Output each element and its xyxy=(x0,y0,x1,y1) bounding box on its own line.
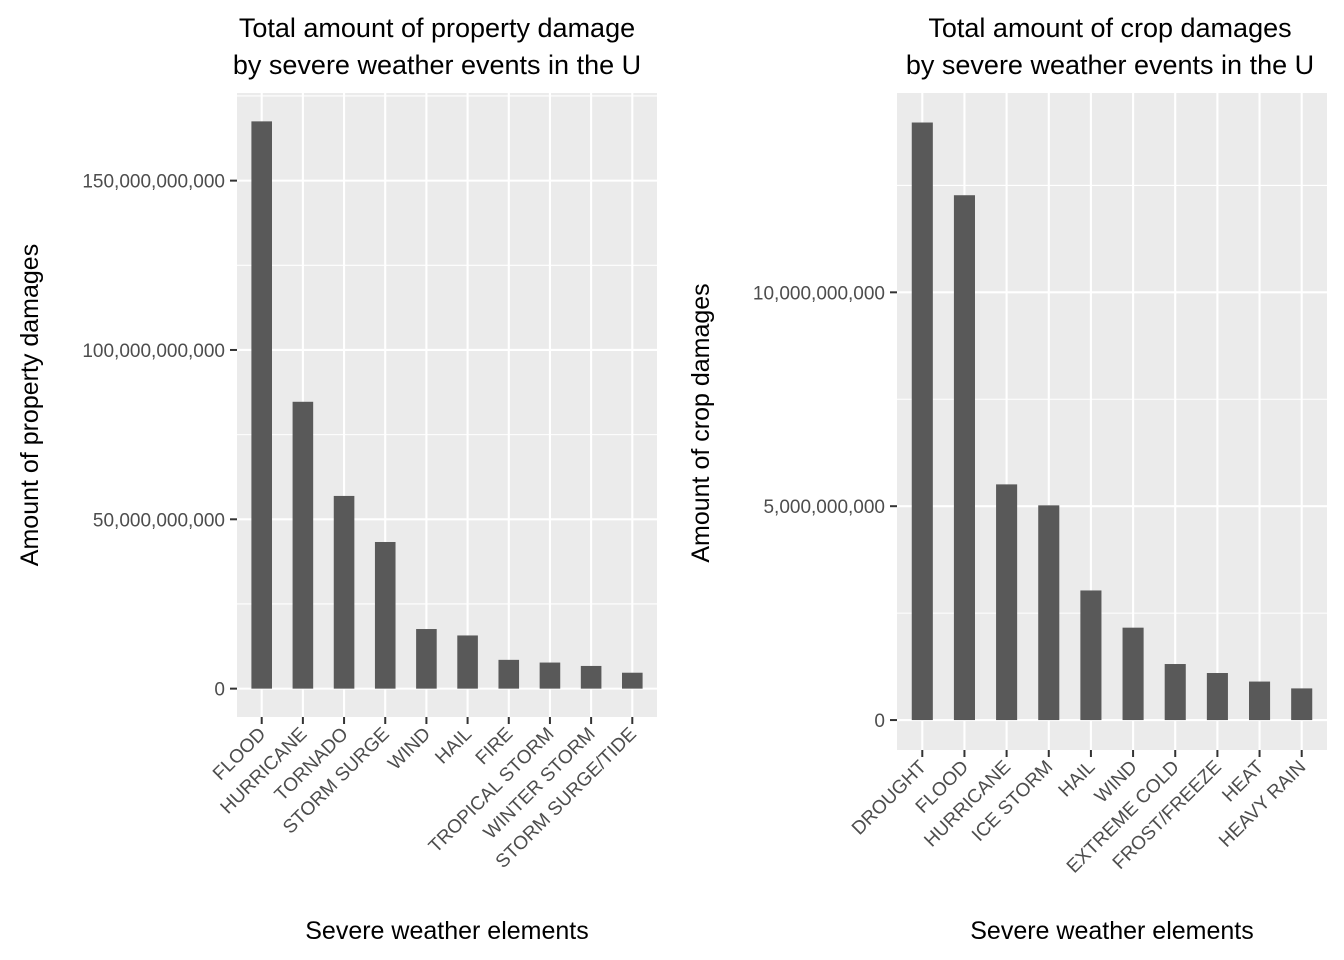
property-damage-chart: Total amount of property damage by sever… xyxy=(16,13,657,945)
crop-bar-extreme-cold xyxy=(1164,664,1186,721)
crop-chart-title-line-2: by severe weather events in the U xyxy=(906,50,1314,80)
crop-bar-heat xyxy=(1249,681,1271,721)
crop-y-tick-label: 5,000,000,000 xyxy=(763,497,885,518)
crop-bar-flood xyxy=(953,195,975,721)
crop-bar-heavy-rain xyxy=(1291,688,1313,721)
property-bar-flood xyxy=(251,121,272,689)
property-bar-storm-surge xyxy=(374,541,396,689)
property-bar-tropical-storm xyxy=(539,662,561,689)
property-x-axis-title: Severe weather elements xyxy=(305,917,588,945)
property-x-tick-label: HAIL xyxy=(431,724,476,769)
crop-bar-hail xyxy=(1080,590,1102,721)
property-bar-winter-storm xyxy=(580,665,602,689)
crop-bar-ice-storm xyxy=(1038,505,1060,721)
property-bars xyxy=(251,121,643,689)
crop-bars xyxy=(911,122,1313,721)
crop-damage-chart: Total amount of crop damages by severe w… xyxy=(687,13,1327,945)
crop-y-tick-label: 10,000,000,000 xyxy=(753,283,885,304)
crop-x-axis-title: Severe weather elements xyxy=(970,917,1253,945)
property-chart-title-line-2: by severe weather events in the U xyxy=(233,50,641,80)
property-y-axis-title: Amount of property damages xyxy=(16,244,44,566)
crop-bar-frost-freeze xyxy=(1206,673,1228,721)
property-bar-tornado xyxy=(333,495,355,689)
property-chart-title-line-1: Total amount of property damage xyxy=(239,13,635,43)
crop-y-axis: 0 5,000,000,000 10,000,000,000 xyxy=(753,283,897,732)
property-bar-hurricane xyxy=(292,401,314,689)
crop-bar-wind xyxy=(1122,627,1144,721)
property-bar-hail xyxy=(457,635,478,689)
property-x-tick-label: WIND xyxy=(384,724,435,775)
property-bar-storm-surge-tide xyxy=(622,672,643,689)
property-y-tick-label: 0 xyxy=(214,680,225,701)
property-y-tick-label: 150,000,000,000 xyxy=(82,172,225,193)
crop-y-axis-title: Amount of crop damages xyxy=(687,283,715,562)
crop-y-tick-label: 0 xyxy=(874,711,885,732)
property-y-axis: 0 50,000,000,000 100,000,000,000 150,000,00… xyxy=(82,172,237,701)
crop-chart-title-line-1: Total amount of crop damages xyxy=(928,13,1291,43)
property-bar-wind xyxy=(416,629,437,689)
property-bar-fire xyxy=(498,659,520,689)
crop-bar-drought xyxy=(911,122,933,721)
property-y-tick-label: 50,000,000,000 xyxy=(93,510,225,531)
crop-bar-hurricane xyxy=(996,484,1018,721)
property-y-tick-label: 100,000,000,000 xyxy=(82,341,225,362)
